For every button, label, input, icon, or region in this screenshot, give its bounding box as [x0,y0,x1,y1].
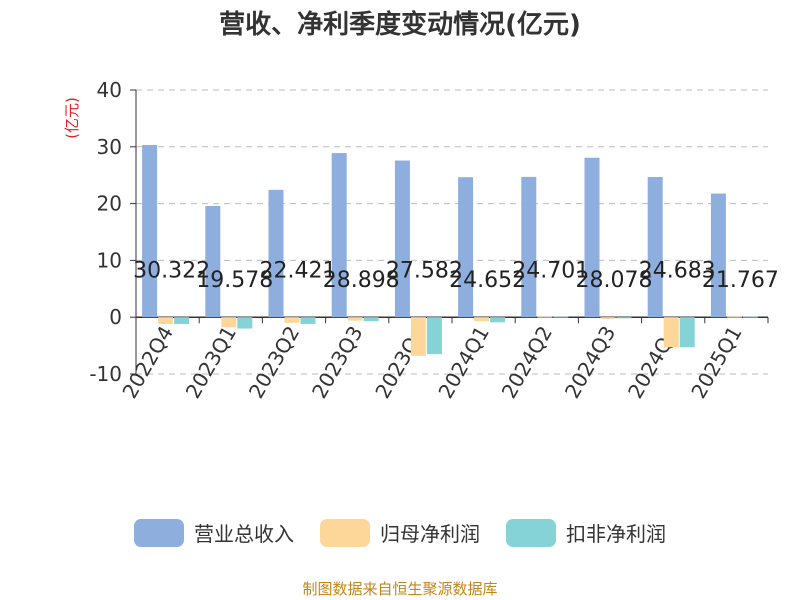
data-label: 24.701 [512,258,589,283]
legend-item[interactable]: 归母净利润 [320,518,480,547]
data-label: 21.767 [702,268,779,293]
bar-deducted-net-profit [490,317,506,323]
bar-deducted-net-profit [237,317,253,329]
x-tick-label: 2024Q2 [497,322,557,403]
data-label: 30.322 [133,258,210,283]
bar-net-profit [158,317,174,325]
data-label: 28.898 [323,268,400,293]
data-label: 27.582 [386,258,463,283]
bar-revenue [331,153,347,318]
bar-deducted-net-profit [426,317,442,355]
data-label: 24.683 [639,258,716,283]
bar-net-profit [600,317,616,319]
legend: 营业总收入 归母净利润 扣非净利润 [0,518,800,547]
y-tick-label: -10 [89,362,122,386]
legend-label: 扣非净利润 [566,522,666,546]
bar-deducted-net-profit [679,317,695,348]
bar-revenue [205,205,221,318]
x-tick-label: 2025Q1 [686,322,746,403]
legend-item[interactable]: 扣非净利润 [506,518,666,547]
bar-net-profit [284,317,300,323]
legend-label: 归母净利润 [380,522,480,546]
bar-net-profit [474,317,490,322]
bar-revenue [521,176,537,318]
bar-revenue [394,160,410,318]
x-tick-label: 2023Q1 [181,322,241,403]
bar-revenue [710,193,726,318]
y-tick-label: 10 [97,248,122,272]
x-tick-label: 2023Q3 [307,322,367,403]
bar-net-profit [347,317,363,321]
legend-item[interactable]: 营业总收入 [134,518,294,547]
bar-net-profit [410,317,426,356]
bar-deducted-net-profit [742,316,758,318]
bar-deducted-net-profit [553,316,569,318]
bar-revenue [268,189,284,318]
data-label: 28.078 [576,268,653,293]
source-note: 制图数据来自恒生聚源数据库 [302,580,498,598]
bar-revenue [584,157,600,318]
legend-swatch [134,518,184,547]
x-tick-label: 2024Q3 [560,322,620,403]
bar-revenue [142,144,158,318]
bar-revenue [647,177,663,318]
bar-deducted-net-profit [300,317,316,325]
bar-net-profit [221,317,237,328]
y-axis-label: (亿元) [63,97,81,139]
y-tick-label: 20 [97,192,122,216]
bar-net-profit [663,317,679,348]
legend-label: 营业总收入 [194,522,294,546]
label-layer: 30.32219.57822.42128.89827.58224.65224.7… [133,258,779,293]
data-label: 19.578 [196,268,273,293]
x-tick-label: 2023Q2 [244,322,304,403]
bar-deducted-net-profit [363,317,379,322]
legend-swatch [506,518,556,547]
legend-swatch [320,518,370,547]
x-tick-label: 2022Q4 [117,322,177,403]
bar-deducted-net-profit [616,317,632,319]
y-tick-label: 30 [97,135,122,159]
data-label: 24.652 [449,268,526,293]
bar-deducted-net-profit [174,317,190,325]
y-tick-label: 40 [97,78,122,102]
x-tick-label: 2024Q1 [433,322,493,403]
y-tick-label: 0 [109,305,122,329]
chart-title: 营收、净利季度变动情况(亿元) [219,10,581,40]
bar-net-profit [726,316,742,318]
bar-revenue [458,177,474,318]
data-label: 22.421 [260,258,337,283]
bar-net-profit [537,316,553,318]
bar-layer [142,144,758,356]
